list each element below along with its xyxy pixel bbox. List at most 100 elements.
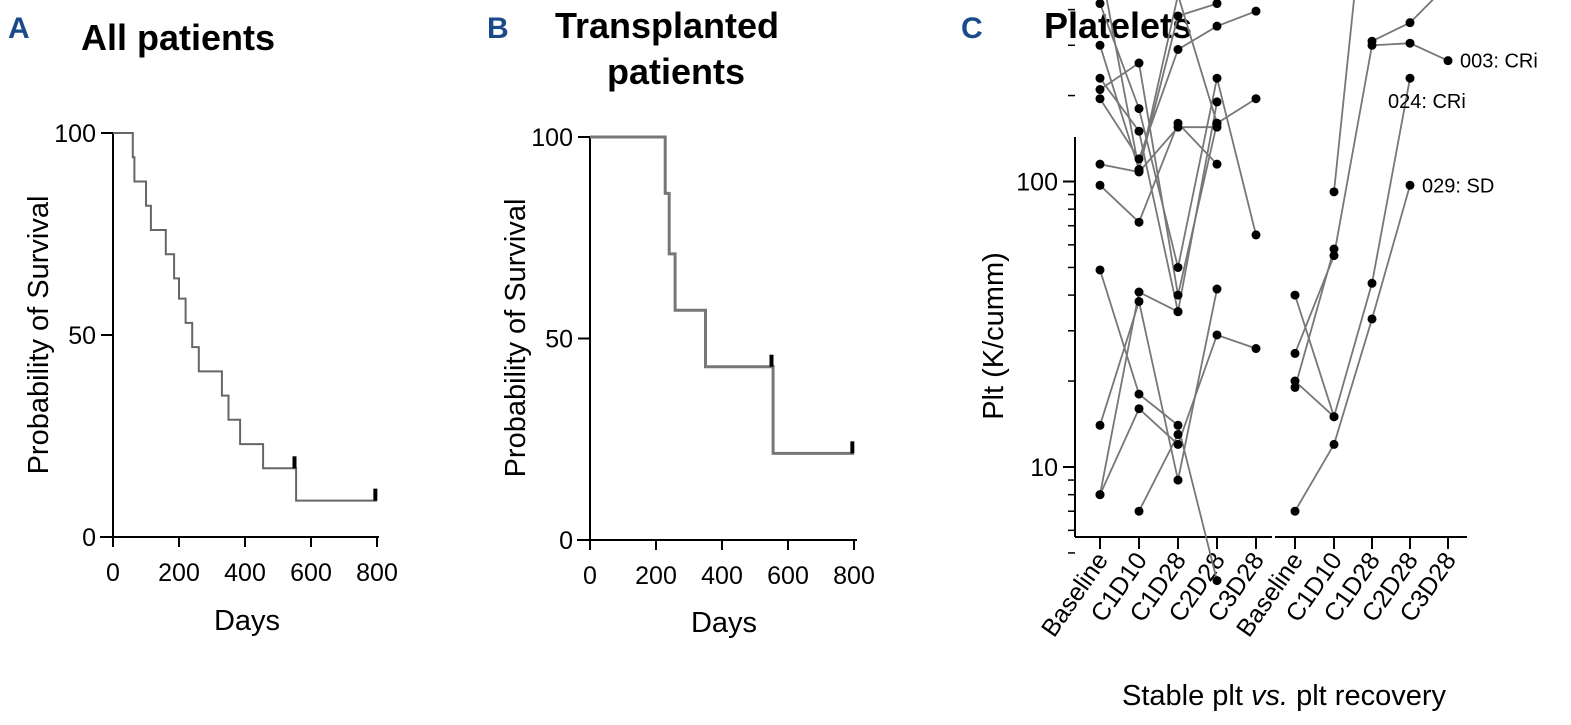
panel-c-y-tick-label: 100: [1016, 169, 1058, 197]
panel-c-x-label-part-3: plt recovery: [1288, 680, 1446, 712]
panel-c-x-label-part-1: Stable plt: [1122, 680, 1251, 712]
panel-a-letter: A: [8, 12, 30, 45]
panel-c-point: [1405, 18, 1415, 28]
a-y-tick-label: 50: [68, 322, 96, 350]
panel-c-point: [1173, 429, 1183, 439]
panel-c-point: [1251, 94, 1261, 104]
panel-c-x-ticks: BaselineC1D10C1D28C2D28C3D28BaselineC1D1…: [1036, 537, 1462, 642]
panel-c-series-line-stable-10: [1099, 288, 1218, 481]
panel-c-point: [1134, 404, 1144, 414]
panel-c-point: [1173, 11, 1183, 21]
panel-c-letter: C: [961, 12, 983, 45]
a-x-tick-label: 600: [290, 559, 332, 587]
panel-c-point: [1095, 490, 1105, 500]
b-y-tick-label: 0: [559, 527, 573, 555]
panel-c-point: [1290, 348, 1300, 358]
b-x-tick-label: 0: [583, 562, 597, 590]
panel-c-point: [1134, 154, 1144, 164]
panel-a-title: All patients: [81, 17, 275, 58]
panel-c-series-line-stable-5: [1099, 61, 1218, 296]
panel-c-point: [1290, 382, 1300, 392]
panel-c-point: [1329, 439, 1339, 449]
b-x-tick-label: 200: [635, 562, 677, 590]
panel-c-series-line-stable-4: [1099, 77, 1218, 312]
panel-c-point: [1212, 0, 1222, 9]
panel-a-ticks: 0 200 400 600 800 0 50 100: [54, 120, 398, 587]
panel-c-point: [1173, 307, 1183, 317]
b-y-tick-label: 100: [531, 124, 573, 152]
panel-c-x-label: Stable plt vs. plt recovery: [1122, 680, 1446, 712]
panel-c-point: [1212, 159, 1222, 169]
panel-c-point: [1095, 40, 1105, 50]
panel-c-series-line-stable-3: [1099, 2, 1218, 173]
panel-c-point: [1173, 475, 1183, 485]
panel-c-point: [1095, 85, 1105, 95]
panel-c-series-points: [1095, 0, 1453, 586]
b-x-tick-label: 400: [701, 562, 743, 590]
panel-c-point: [1443, 56, 1453, 66]
panel-c-annotation-024: 024: CRi: [1388, 91, 1466, 113]
panel-c-point: [1290, 506, 1300, 516]
panel-c-point: [1173, 290, 1183, 300]
panel-c-title: Platelets: [1044, 5, 1192, 46]
panel-c: C Platelets 101001000 BaselineC1D10C1D28…: [961, 0, 1538, 712]
panel-c-point: [1212, 73, 1222, 83]
panel-a-x-label: Days: [214, 605, 280, 637]
panel-c-point: [1173, 439, 1183, 449]
panel-c-point: [1212, 97, 1222, 107]
panel-c-point: [1251, 230, 1261, 240]
panel-b-survival-curve: [590, 135, 854, 455]
panel-c-point: [1173, 44, 1183, 54]
panel-c-point: [1095, 265, 1105, 275]
panel-c-point: [1367, 278, 1377, 288]
panel-c-point: [1134, 126, 1144, 136]
panel-c-y-label: Plt (K/cumm): [978, 252, 1010, 420]
panel-b-censor-marks: [769, 354, 855, 454]
panel-b-title-line-1: Transplanted: [555, 5, 779, 46]
panel-c-x-label-part-2: vs.: [1251, 680, 1288, 712]
panel-c-series-line-stable-7: [1099, 126, 1217, 173]
panel-c-point: [1173, 420, 1183, 430]
panel-a-y-label: Probability of Survival: [23, 196, 55, 475]
a-y-tick-label: 100: [54, 120, 96, 148]
panel-c-point: [1095, 94, 1105, 104]
panel-b: B Transplanted patients 0 200 400 600 800 0 50…: [487, 5, 875, 639]
panel-c-point: [1095, 0, 1105, 9]
panel-b-ticks: 0 200 400 600 800 0 50 100: [531, 124, 875, 590]
panel-c-y-tick-label: 10: [1030, 454, 1058, 482]
panel-b-y-label: Probability of Survival: [500, 199, 532, 478]
panel-c-point: [1405, 38, 1415, 48]
panel-c-point: [1134, 506, 1144, 516]
panel-c-point: [1134, 296, 1144, 306]
panel-c-point: [1173, 118, 1183, 128]
panel-a-survival-curve: [113, 132, 377, 502]
panel-c-series-line-stable-8: [1099, 121, 1218, 224]
panel-c-point: [1134, 217, 1144, 227]
panel-c-point: [1212, 576, 1222, 586]
panel-c-point: [1329, 412, 1339, 422]
a-x-tick-label: 800: [356, 559, 398, 587]
panel-c-annotation-029: 029: SD: [1422, 175, 1494, 197]
panel-a-censor-marks: [292, 456, 378, 501]
a-x-tick-label: 400: [224, 559, 266, 587]
panel-c-series-line-stable-9: [1099, 269, 1218, 581]
panel-b-title-line-2: patients: [607, 51, 745, 92]
panel-b-x-label: Days: [691, 607, 757, 639]
panel-c-point: [1173, 262, 1183, 272]
panel-c-point: [1405, 180, 1415, 190]
panel-c-series-line-016: [1333, 0, 1355, 192]
panel-c-series-line-stable-11: [1099, 333, 1257, 496]
panel-c-point: [1134, 287, 1144, 297]
panel-c-point: [1251, 6, 1261, 16]
panel-c-point: [1134, 167, 1144, 177]
b-y-tick-label: 50: [545, 326, 573, 354]
a-x-tick-label: 200: [158, 559, 200, 587]
panel-c-point: [1212, 122, 1222, 132]
b-x-tick-label: 800: [833, 562, 875, 590]
panel-c-annotation-003: 003: CRi: [1460, 51, 1538, 73]
panel-c-point: [1367, 314, 1377, 324]
panel-c-point: [1095, 420, 1105, 430]
